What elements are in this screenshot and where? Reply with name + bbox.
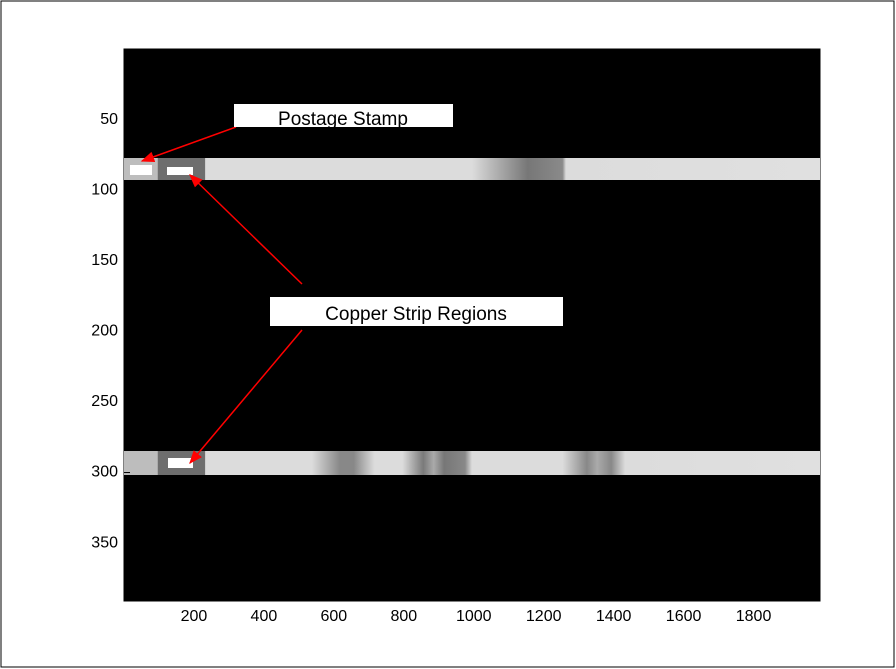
postage-stamp (130, 165, 152, 175)
annotation-text: Postage Stamp (278, 109, 408, 130)
y-tick-label: 300 (91, 464, 118, 481)
x-tick-label: 400 (251, 608, 278, 625)
y-tick-label: 150 (91, 252, 118, 269)
strip (124, 451, 820, 475)
x-tick-label: 1400 (596, 608, 632, 625)
x-tick-label: 200 (181, 608, 208, 625)
x-tick-label: 800 (390, 608, 417, 625)
y-tick-label: 350 (91, 534, 118, 551)
x-tick-label: 600 (320, 608, 347, 625)
y-tick-label: 50 (100, 111, 118, 128)
x-tick-label: 1200 (526, 608, 562, 625)
figure: 200 400 600 800 1000 1200 1400 1600 1800 50 100 150… (0, 0, 896, 669)
x-tick-label: 1600 (666, 608, 702, 625)
strip (124, 158, 820, 180)
copper-region (168, 458, 193, 468)
x-tick-label: 1000 (456, 608, 492, 625)
page: {"chart_data": {"type": "image", "colorm… (0, 0, 896, 669)
copper-region (167, 167, 193, 175)
y-tick-label: 100 (91, 181, 118, 198)
annotation-box: Postage Stamp (234, 104, 453, 130)
annotation-text: Copper Strip Regions (325, 304, 507, 325)
annotation-box: Copper Strip Regions (270, 297, 563, 326)
x-tick-label: 1800 (736, 608, 772, 625)
y-tick-label: 200 (91, 323, 118, 340)
y-tick-label: 250 (91, 393, 118, 410)
